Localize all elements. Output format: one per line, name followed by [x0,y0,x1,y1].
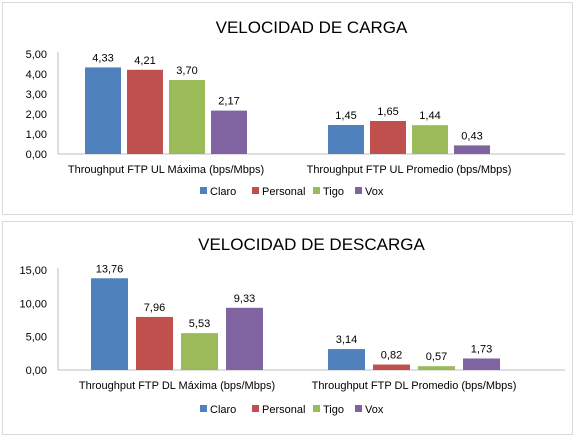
data-label: 1,73 [471,343,492,355]
legend-swatch-vox [355,405,362,412]
y-tick-label: 15,00 [19,265,47,277]
data-label: 13,76 [96,263,124,275]
chart-title: VELOCIDAD DE DESCARGA [198,235,425,254]
bar-vox-promedio [463,358,500,370]
data-label: 1,44 [419,110,440,122]
data-label: 7,96 [144,302,165,314]
data-label: 5,53 [189,318,210,330]
bar-vox-maxima [211,110,247,154]
legend-swatch-claro [200,187,207,194]
upload-speed-chart: VELOCIDAD DE CARGA 0,00 1,00 2,00 3,00 4,00 5,… [26,18,565,198]
legend-swatch-personal [252,187,259,194]
legend-swatch-vox [355,187,362,194]
bar-claro-promedio [328,125,364,154]
data-label: 4,33 [92,52,113,64]
data-label: 3,70 [176,65,197,77]
upload-speed-chart-panel: VELOCIDAD DE CARGA 0,00 1,00 2,00 3,00 4,00 5,… [2,2,573,215]
legend-swatch-tigo [313,405,320,412]
legend-swatch-tigo [313,187,320,194]
legend-label-claro: Claro [210,186,236,198]
legend-label-claro: Claro [210,404,236,416]
data-label: 0,82 [381,350,402,362]
data-label: 2,17 [218,96,239,108]
bar-personal-promedio [373,364,410,370]
bar-claro-promedio [328,349,365,370]
y-tick-label: 3,00 [26,89,47,101]
bar-tigo-maxima [169,80,205,154]
data-label: 1,45 [335,110,356,122]
legend-label-personal: Personal [262,404,305,416]
y-tick-label: 10,00 [19,298,47,310]
x-category-label: Throughput FTP DL Promedio (bps/Mbps) [312,380,517,392]
y-tick-label: 0,00 [26,149,47,161]
legend-swatch-claro [200,405,207,412]
download-speed-chart-panel: VELOCIDAD DE DESCARGA 0,00 5,00 10,00 15,00 1… [2,221,573,435]
y-tick-label: 1,00 [26,129,47,141]
data-label: 0,43 [461,130,482,142]
y-tick-label: 0,00 [26,365,47,377]
data-label: 9,33 [234,293,255,305]
data-label: 1,65 [377,106,398,118]
data-label: 0,57 [426,351,447,363]
y-tick-label: 5,00 [26,332,47,344]
bar-tigo-promedio [418,366,455,370]
legend-label-tigo: Tigo [323,186,344,198]
bar-personal-maxima [136,316,173,370]
y-tick-label: 2,00 [26,109,47,121]
bar-tigo-maxima [181,333,218,370]
bar-vox-maxima [226,307,263,370]
bar-claro-maxima [91,278,128,370]
bar-vox-promedio [454,145,490,154]
download-speed-chart: VELOCIDAD DE DESCARGA 0,00 5,00 10,00 15,00 1… [19,235,565,416]
bar-personal-maxima [127,69,163,154]
x-category-label: Throughput FTP UL Promedio (bps/Mbps) [307,164,512,176]
x-category-label: Throughput FTP UL Máxima (bps/Mbps) [68,164,264,176]
legend-label-vox: Vox [365,186,384,198]
y-tick-label: 5,00 [26,49,47,61]
data-label: 3,14 [336,334,357,346]
legend-swatch-personal [252,405,259,412]
y-tick-label: 4,00 [26,69,47,81]
bar-tigo-promedio [412,125,448,154]
chart-title: VELOCIDAD DE CARGA [216,18,408,37]
legend-label-personal: Personal [262,186,305,198]
bar-personal-promedio [370,121,406,154]
legend-label-vox: Vox [365,404,384,416]
bar-claro-maxima [85,67,121,154]
x-category-label: Throughput FTP DL Máxima (bps/Mbps) [79,380,275,392]
data-label: 4,21 [134,55,155,67]
legend-label-tigo: Tigo [323,404,344,416]
